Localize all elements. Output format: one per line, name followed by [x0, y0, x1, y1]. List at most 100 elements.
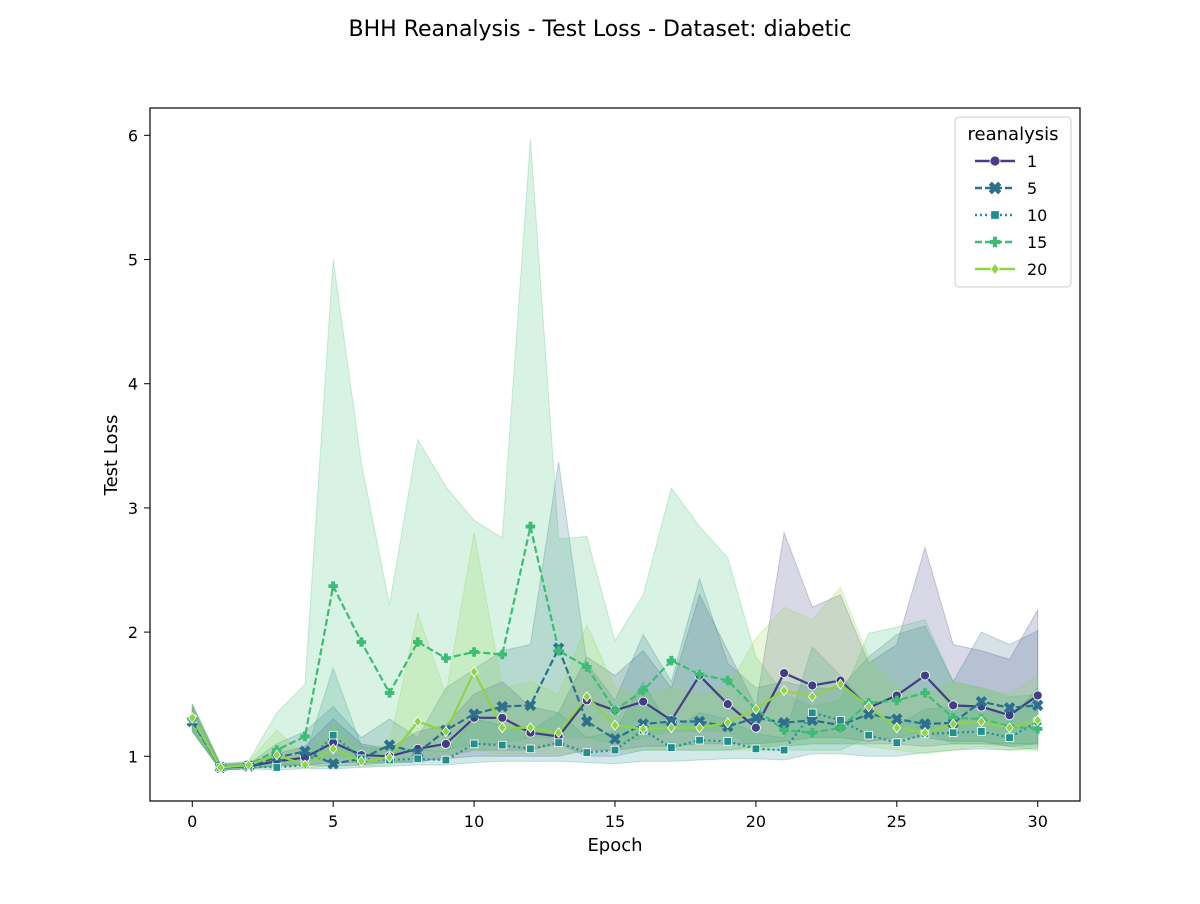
data-point-15	[553, 646, 564, 656]
data-point-1	[722, 699, 733, 710]
data-point-20	[723, 717, 733, 729]
data-point-15	[666, 655, 677, 666]
data-point-1	[779, 668, 789, 678]
legend-label: 20	[1027, 260, 1047, 279]
data-point-10	[610, 745, 620, 755]
data-point-5	[1003, 702, 1016, 714]
legend-marker	[989, 155, 1001, 167]
x-tick-label: 30	[1028, 812, 1048, 831]
confidence-band-10	[191, 646, 1039, 771]
data-point-5	[806, 714, 818, 726]
data-point-15	[328, 581, 338, 591]
data-point-5	[299, 745, 311, 758]
data-point-20	[610, 719, 620, 731]
x-tick-label: 15	[605, 812, 625, 831]
data-point-15	[469, 647, 479, 657]
data-point-5	[975, 695, 988, 708]
data-point-15	[610, 705, 620, 716]
data-point-5	[919, 718, 931, 730]
legend-marker	[988, 181, 1002, 195]
data-point-20	[469, 666, 479, 678]
data-point-15	[779, 725, 789, 735]
data-point-5	[581, 715, 593, 728]
legend-marker	[990, 262, 1000, 276]
confidence-bands	[191, 139, 1039, 771]
y-tick-label: 6	[128, 126, 138, 145]
series-markers	[186, 521, 1044, 774]
data-point-15	[892, 695, 902, 706]
legend-item-15: 15	[975, 233, 1047, 252]
x-axis-label: Epoch	[587, 835, 642, 856]
data-point-1	[1004, 710, 1015, 721]
data-point-20	[413, 715, 423, 728]
chart-title: BHH Reanalysis - Test Loss - Dataset: di…	[349, 17, 852, 42]
y-tick-label: 4	[128, 375, 138, 394]
data-point-15	[300, 731, 310, 742]
data-point-15	[694, 669, 705, 680]
data-point-20	[836, 678, 845, 690]
data-point-20	[920, 727, 930, 739]
data-point-20	[1033, 714, 1043, 726]
data-point-5	[665, 715, 678, 728]
data-point-1	[807, 680, 818, 691]
data-point-5	[1032, 699, 1044, 712]
confidence-band-5	[191, 461, 1039, 771]
data-point-1	[497, 712, 508, 723]
data-point-5	[383, 739, 396, 751]
data-point-10	[723, 737, 732, 746]
data-point-15	[525, 521, 536, 532]
data-point-20	[779, 684, 789, 697]
data-point-10	[469, 739, 479, 749]
data-point-10	[977, 727, 986, 736]
data-point-15	[356, 637, 367, 647]
data-point-20	[216, 761, 225, 774]
legend-item-10: 10	[975, 206, 1047, 225]
data-point-20	[244, 759, 253, 771]
data-point-20	[328, 743, 338, 755]
data-point-20	[892, 722, 902, 734]
data-point-5	[524, 699, 537, 712]
data-point-10	[441, 755, 451, 765]
x-axis: 0 5 10 15 20 25 30	[187, 801, 1048, 831]
data-point-15	[835, 723, 846, 733]
data-point-10	[498, 740, 507, 750]
confidence-band-15	[191, 139, 1039, 771]
data-point-20	[864, 701, 873, 713]
data-point-5	[609, 733, 621, 745]
data-point-20	[948, 718, 958, 730]
data-point-10	[779, 745, 789, 755]
y-axis: 1 2 3 4 5 6	[128, 126, 150, 766]
y-axis-label: Test Loss	[101, 415, 122, 497]
data-point-10	[582, 748, 592, 757]
data-point-20	[497, 722, 507, 734]
y-tick-label: 5	[128, 251, 138, 270]
data-point-20	[554, 727, 563, 739]
data-point-15	[582, 662, 592, 672]
data-point-20	[187, 712, 197, 724]
data-point-10	[667, 743, 676, 752]
legend-item-5: 5	[975, 179, 1037, 198]
data-point-5	[693, 715, 706, 728]
data-point-15	[441, 653, 451, 663]
data-point-10	[751, 744, 761, 754]
data-point-15	[413, 637, 423, 647]
data-point-15	[638, 685, 648, 696]
data-point-10	[526, 744, 535, 754]
data-point-5	[496, 700, 508, 713]
legend-item-1: 1	[975, 152, 1037, 171]
data-point-5	[891, 713, 903, 725]
data-point-20	[357, 755, 366, 767]
data-point-20	[526, 722, 535, 734]
data-point-10	[836, 716, 845, 725]
data-point-15	[497, 649, 507, 660]
data-point-10	[892, 738, 902, 747]
legend-item-20: 20	[975, 260, 1047, 279]
x-tick-label: 0	[187, 812, 197, 831]
data-point-20	[751, 703, 761, 715]
data-point-20	[807, 691, 817, 703]
data-point-20	[638, 723, 648, 735]
